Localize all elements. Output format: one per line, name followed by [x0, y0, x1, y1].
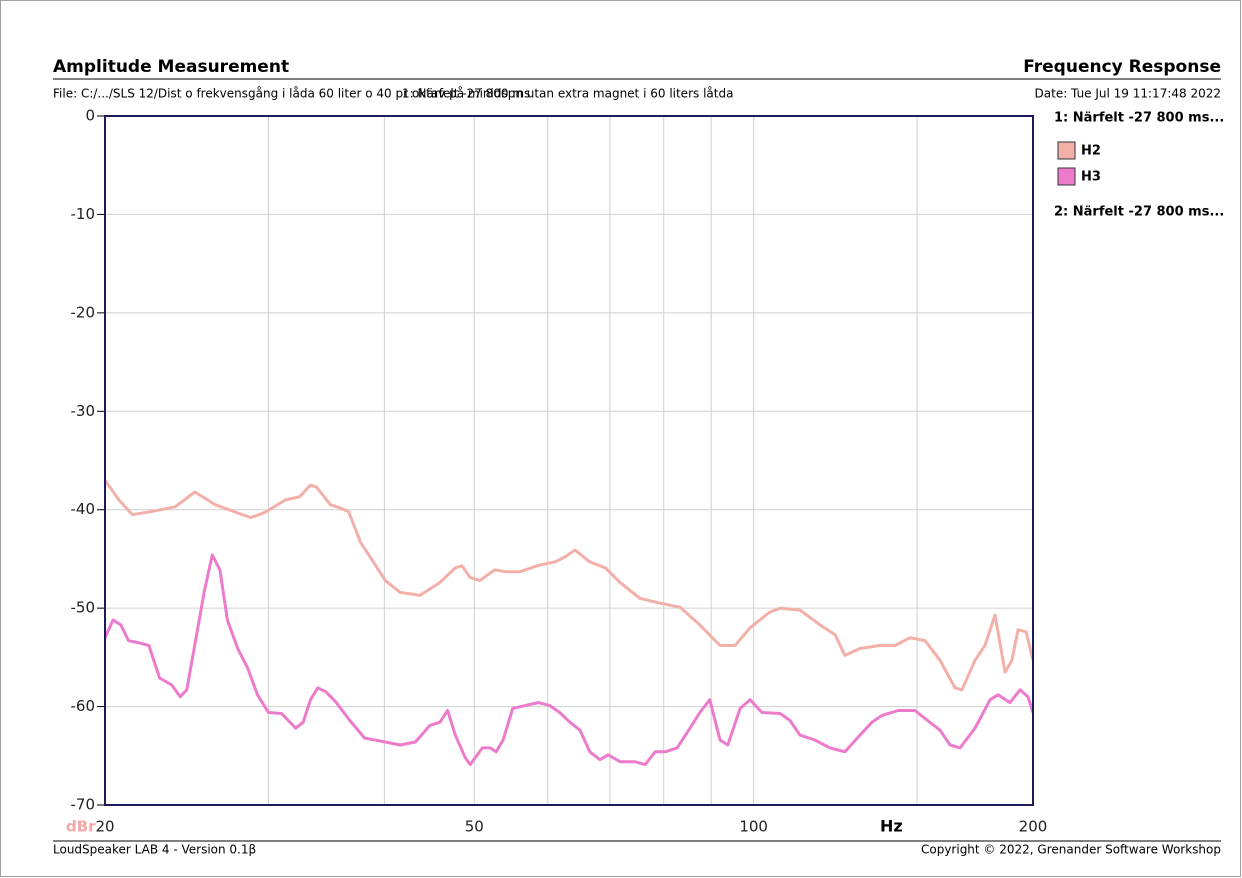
plot-area — [105, 116, 1033, 805]
y-tick-label: -30 — [71, 402, 96, 420]
y-tick-label: -70 — [71, 796, 96, 814]
y-tick-label: -50 — [71, 599, 96, 617]
y-tick-label: -20 — [71, 303, 96, 321]
x-tick-label: 50 — [465, 818, 484, 836]
chart-subtitle: Frequency Response — [1023, 57, 1221, 77]
series-line — [103, 479, 1035, 692]
y-tick-label: 0 — [85, 107, 95, 125]
plot-frame — [104, 115, 1034, 806]
legend-label: H2 — [1081, 144, 1101, 159]
x-tick-label: 200 — [1019, 818, 1048, 836]
legend-group: 1: Närfelt -27 800 ms... — [1054, 111, 1224, 126]
legend-swatch — [1057, 167, 1076, 186]
overlay-label: 1: Närfelt -27 800 ms — [402, 87, 530, 101]
footer-right: Copyright © 2022, Grenander Software Wor… — [921, 843, 1221, 857]
y-tick-label: -40 — [71, 500, 96, 518]
y-tick-label: -60 — [71, 697, 96, 715]
y-axis-label: dBr — [66, 818, 96, 836]
legend-swatch — [1057, 141, 1076, 160]
chart-title: Amplitude Measurement — [53, 57, 289, 77]
footer-left: LoudSpeaker LAB 4 - Version 0.1β — [53, 843, 256, 857]
file-label: File: C:/.../SLS 12/Dist o frekvensgång … — [53, 87, 733, 101]
x-axis-label: Hz — [880, 817, 903, 836]
date-label: Date: Tue Jul 19 11:17:48 2022 — [1035, 87, 1221, 101]
y-tick-label: -10 — [71, 205, 96, 223]
legend-label: H3 — [1081, 170, 1101, 185]
legend-group: 2: Närfelt -27 800 ms... — [1054, 205, 1224, 220]
series-line — [103, 553, 1035, 767]
x-tick-label: 20 — [95, 818, 114, 836]
x-tick-label: 100 — [739, 818, 768, 836]
